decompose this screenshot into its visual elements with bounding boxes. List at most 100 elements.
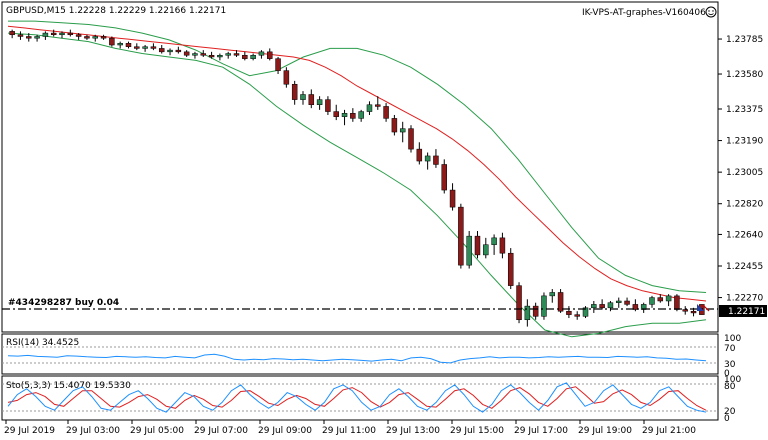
rsi-tick-100: 100: [724, 334, 741, 344]
candle: [192, 51, 198, 59]
candle: [483, 237, 489, 259]
candle: [75, 33, 82, 40]
candle-body: [275, 58, 281, 71]
current-price-box: [719, 305, 767, 317]
rsi-axis: 100 70 30 0: [724, 334, 741, 379]
candle: [167, 48, 173, 56]
candle: [433, 149, 439, 168]
candle-body: [225, 53, 231, 56]
candle: [599, 299, 605, 310]
candle-body: [690, 310, 697, 314]
candle-body: [682, 309, 688, 312]
candle: [308, 89, 315, 109]
rsi-label: RSI(14) 34.4525: [6, 338, 79, 348]
stoch-tick-80: 80: [724, 382, 736, 392]
candle-body: [483, 244, 489, 256]
stoch-axis: 100 80 20 0: [724, 375, 741, 424]
candle: [458, 203, 464, 269]
candle-body: [283, 70, 290, 85]
candle-body: [366, 104, 373, 112]
candle-body: [532, 305, 539, 317]
candle-body: [84, 36, 90, 39]
candle-body: [358, 111, 364, 119]
candle: [582, 306, 589, 319]
candle-body: [524, 305, 531, 321]
candle-body: [167, 49, 173, 53]
candle-body: [441, 164, 447, 191]
candle-body: [158, 48, 165, 53]
candle-body: [516, 285, 522, 321]
envelope-bands: [7, 20, 707, 338]
rsi-line: [7, 353, 707, 364]
candle: [491, 234, 497, 255]
candle: [616, 297, 622, 308]
time-tick-label: 29 Jul 15:00: [450, 426, 504, 436]
time-axis: 29 Jul 2019 29 Jul 03:00 29 Jul 05:00 29 Ju…: [4, 420, 696, 436]
candle-body: [258, 51, 265, 56]
candle: [341, 109, 348, 126]
candle-body: [616, 300, 622, 303]
symbol-info: GBPUSD,M15 1.22228 1.22229 1.22166 1.221…: [6, 6, 226, 16]
candle-body: [67, 32, 74, 36]
stochastic-lines: [7, 382, 707, 413]
time-tick-label: 29 Jul 21:00: [642, 426, 696, 436]
stoch-tick-100: 100: [724, 375, 741, 385]
stoch-tick-20: 20: [724, 407, 736, 417]
candle-body: [649, 297, 655, 305]
price-tick-label: 1.23785: [726, 35, 763, 45]
candle: [358, 109, 364, 122]
candle-body: [125, 43, 132, 47]
candle-body: [192, 53, 198, 56]
candle: [366, 101, 373, 115]
order-arrow-icon: [697, 304, 710, 312]
candle: [532, 302, 539, 320]
candle-body: [75, 34, 82, 37]
price-tick-label: 1.22640: [726, 230, 763, 240]
candle: [333, 104, 339, 121]
candle-body: [557, 292, 564, 312]
candle: [383, 103, 389, 122]
candle-body: [624, 300, 630, 305]
time-tick-label: 29 Jul 11:00: [322, 426, 376, 436]
candle-body: [607, 302, 614, 309]
candle-body: [200, 53, 207, 56]
candle-body: [150, 46, 157, 49]
candle: [424, 152, 431, 170]
stoch-main-line: [7, 382, 707, 413]
candle-body: [566, 310, 572, 315]
candle-body: [142, 46, 148, 49]
time-tick-label: 29 Jul 2019: [4, 426, 55, 436]
candle: [416, 142, 423, 165]
candle-body: [233, 53, 240, 56]
candle-body: [665, 295, 672, 302]
candle-body: [308, 94, 315, 105]
time-tick-label: 29 Jul 13:00: [386, 426, 440, 436]
price-tick-label: 1.22820: [726, 200, 763, 210]
candle-body: [541, 295, 547, 317]
candle-body: [549, 292, 556, 297]
time-tick-label: 29 Jul 09:00: [258, 426, 312, 436]
candle: [591, 300, 597, 313]
main-panel-frame: [1, 1, 719, 333]
candle-body: [316, 99, 323, 105]
candle: [624, 297, 630, 307]
candle-body: [59, 32, 65, 36]
candle: [665, 294, 672, 307]
candle-body: [50, 32, 57, 36]
price-tick-label: 1.23190: [726, 137, 763, 147]
candle: [507, 248, 514, 290]
candle-body: [183, 51, 190, 56]
candle: [350, 108, 356, 122]
time-tick-label: 29 Jul 17:00: [514, 426, 568, 436]
candle: [300, 91, 306, 105]
candle: [408, 125, 414, 153]
upper-band-line: [8, 20, 707, 293]
candle: [549, 289, 556, 303]
candle-body: [291, 84, 298, 100]
candle-body: [217, 55, 223, 58]
account-label: IK-VPS-AT-graphes-V160406: [582, 8, 706, 18]
candle-body: [507, 252, 514, 286]
price-axis: 1.23785 1.23580 1.23375 1.23190 1.23005 1.228…: [718, 35, 763, 304]
candle: [42, 31, 49, 40]
